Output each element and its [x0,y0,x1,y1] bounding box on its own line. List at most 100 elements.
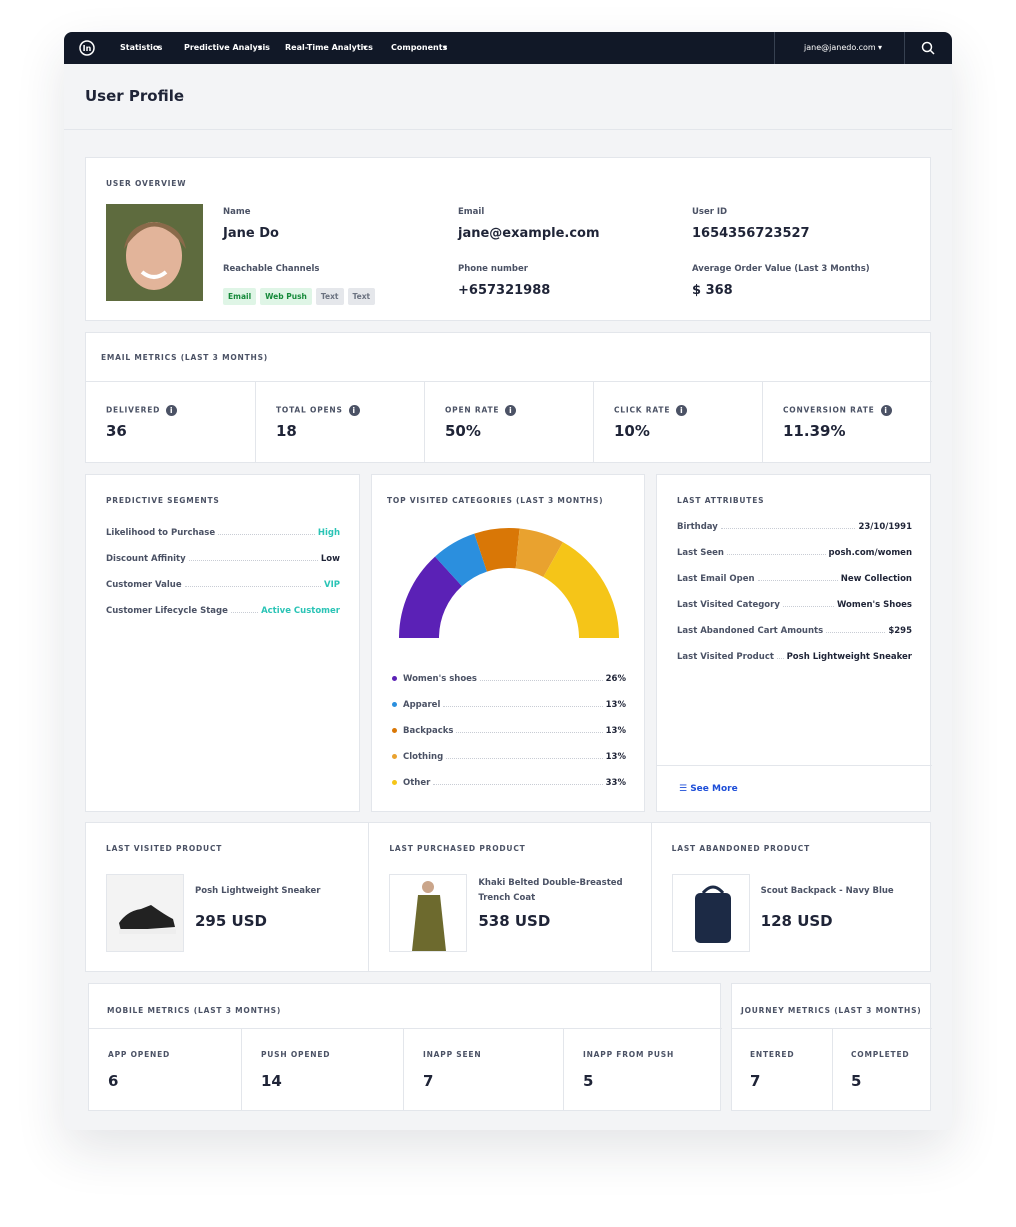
metric-row: DELIVERED i 36 TOTAL OPENS i 18 OPEN RATE i 50% C… [86,382,932,463]
legend-label: Backpacks [403,726,454,736]
product: LAST VISITED PRODUCT Posh Lightweight Sne… [86,823,368,971]
products-card: LAST VISITED PRODUCT Posh Lightweight Sne… [85,822,931,972]
metric: ENTERED 7 [732,1029,832,1111]
field-value: Jane Do [223,226,279,241]
metric-value: 6 [108,1072,119,1090]
metric: APP OPENED 6 [89,1029,241,1111]
app-frame: In Statistics ▾ Predictive Analysis ▾ Real… [64,32,952,1130]
product-price: 538 USD [478,912,551,930]
legend-row: Other 33% [392,778,626,804]
product-title: LAST ABANDONED PRODUCT [671,844,810,853]
user-menu[interactable]: jane@janedo.com [804,43,876,52]
field-label: User ID [692,207,728,217]
donut-chart [399,528,619,638]
list-row: Discount Affinity Low [106,554,340,580]
metric-label: TOTAL OPENS i [276,405,360,416]
metric-value: 5 [851,1072,862,1090]
field-value: $ 368 [692,283,733,298]
donut-segment [515,528,563,578]
logo: In [79,40,95,56]
list-row: Customer Value VIP [106,580,340,606]
donut-segment [435,533,487,587]
journey-metrics-card: JOURNEY METRICS (LAST 3 MONTHS) ENTERED 7… [731,983,932,1111]
metric-value: 18 [276,422,297,440]
donut-segment [543,542,619,638]
segment-list: Likelihood to Purchase High Discount Affin… [106,528,340,632]
legend-dot [392,754,397,759]
product-name: Posh Lightweight Sneaker [195,886,321,896]
legend-value: 33% [605,778,626,788]
metric-row: ENTERED 7 COMPLETED 5 [732,1029,932,1111]
row-label: Likelihood to Purchase [106,528,216,538]
legend-value: 26% [605,674,626,684]
list-row: Customer Lifecycle Stage Active Customer [106,606,340,632]
legend-row: Apparel 13% [392,700,626,726]
legend-dot [392,780,397,785]
legend-value: 13% [605,752,626,762]
metric-label: CLICK RATE i [614,405,688,416]
product-name: Khaki Belted Double-Breasted Trench Coat [478,878,623,903]
metric-label-text: DELIVERED [106,405,161,415]
metric-value: 14 [261,1072,282,1090]
card-title: USER OVERVIEW [106,179,187,188]
metric-label-text: INAPP SEEN [423,1050,482,1059]
metric-value: 5 [583,1072,594,1090]
legend-row: Women's shoes 26% [392,674,626,700]
row-value: VIP [324,580,340,590]
see-more-text[interactable]: See More [690,784,738,794]
nav-item[interactable]: Statistics [120,43,163,52]
row-value: Low [320,554,340,564]
user-overview-card: USER OVERVIEW Name Jane Do Reachable Cha… [85,157,931,321]
leader [826,632,886,633]
product-title: LAST VISITED PRODUCT [106,844,223,853]
search-icon[interactable] [921,41,935,55]
svg-text:In: In [83,44,92,53]
row-value: posh.com/women [828,548,912,558]
row-label: Discount Affinity [106,554,186,564]
legend-row: Clothing 13% [392,752,626,778]
leader [479,680,603,681]
info-icon: i [166,405,178,416]
list-row: Birthday 23/10/1991 [677,522,912,548]
field-label: Phone number [458,264,528,274]
row-value: Active Customer [261,606,340,616]
row-label: Last Visited Product [677,652,774,662]
metric: INAPP FROM PUSH 5 [563,1029,720,1111]
avatar [106,204,203,301]
channel-badge: Text [347,288,376,305]
attribute-list: Birthday 23/10/1991 Last Seen posh.com/wome… [677,522,912,678]
metric-label-text: CONVERSION RATE [783,405,875,415]
metric: COMPLETED 5 [832,1029,931,1111]
header: User Profile [64,64,952,130]
channel-badge: Email [223,288,257,305]
see-more[interactable]: ☰ See More [679,784,738,794]
metric-label: INAPP SEEN [423,1050,481,1059]
product-image [389,874,468,952]
nav-item[interactable]: Predictive Analysis [184,43,270,52]
metric-value: 7 [423,1072,434,1090]
metric: DELIVERED i 36 [86,382,255,463]
metric: PUSH OPENED 14 [241,1029,403,1111]
metric-label-text: TOTAL OPENS [276,405,343,415]
row-value: $295 [888,626,912,636]
legend-label: Women's shoes [403,674,477,684]
row-value: High [317,528,340,538]
field-value: jane@example.com [458,226,600,241]
legend-label: Apparel [403,700,441,710]
field-label: Average Order Value (Last 3 Months) [692,264,870,274]
leader [230,612,259,613]
legend-label: Clothing [403,752,444,762]
nav-item[interactable]: Real-Time Analytics [285,43,373,52]
list-row: Last Visited Product Posh Lightweight Sne… [677,652,912,678]
row-label: Customer Value [106,580,182,590]
list-row: Last Visited Category Women's Shoes [677,600,912,626]
product-price: 128 USD [760,912,833,930]
nav-item[interactable]: Components [391,43,448,52]
predictive-card: PREDICTIVE SEGMENTS Likelihood to Purcha… [85,474,360,812]
leader [188,560,318,561]
metric-label: ENTERED [750,1050,794,1059]
row-label: Birthday [677,522,718,532]
list-row: Likelihood to Purchase High [106,528,340,554]
info-icon: i [348,405,360,416]
